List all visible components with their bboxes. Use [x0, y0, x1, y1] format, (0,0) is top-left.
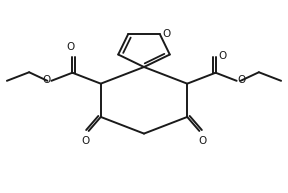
Text: O: O	[198, 136, 206, 146]
Text: O: O	[82, 136, 90, 146]
Text: O: O	[162, 29, 170, 39]
Text: O: O	[67, 42, 75, 52]
Text: O: O	[42, 75, 50, 85]
Text: O: O	[238, 75, 246, 85]
Text: O: O	[219, 51, 227, 61]
